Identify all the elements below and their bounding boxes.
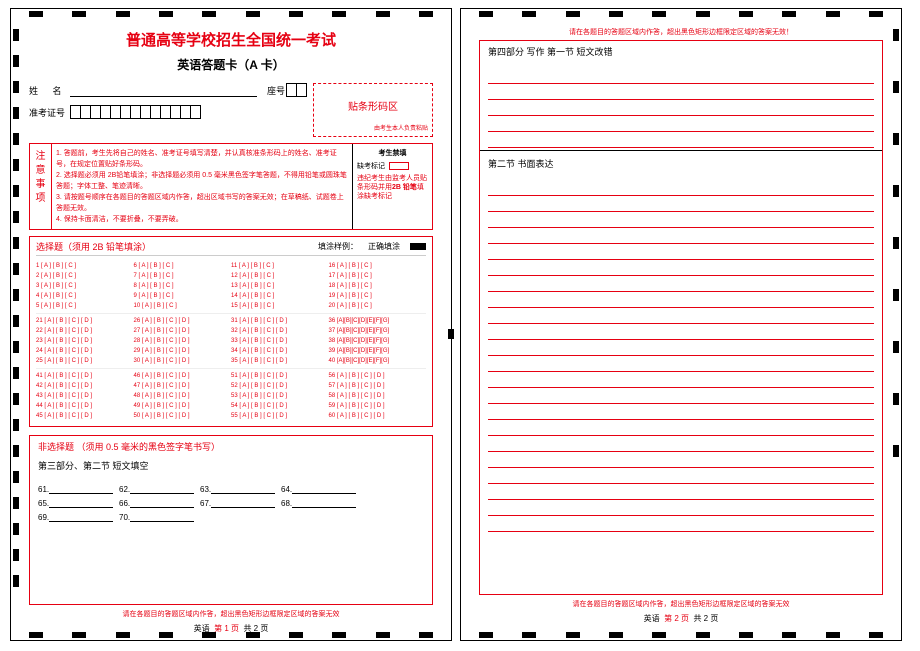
timing-marks-top <box>29 11 433 17</box>
warning-text: 请在各题目的答题区域内作答，超出黑色矩形边框限定区域的答案无效 <box>29 609 433 619</box>
free-response: 非选择题 （须用 0.5 毫米的黑色签字笔书写） 第三部分、第二节 短文填空 6… <box>29 435 433 605</box>
seat-boxes[interactable] <box>287 83 307 97</box>
absent-checkbox[interactable] <box>389 162 409 170</box>
filler-text: 违纪考生由监考人员贴条形码并用2B 铅笔填涂缺考标记 <box>357 174 428 201</box>
examno-boxes[interactable] <box>71 105 201 119</box>
name-label: 姓 名 <box>29 84 68 97</box>
mc-title: 选择题（须用 2B 铅笔填涂） <box>36 240 151 253</box>
footer: 英语 第 2 页 共 2 页 <box>479 613 883 624</box>
writing-box: 第四部分 写作 第一节 短文改错 第二节 书面表达 <box>479 40 883 595</box>
notice-text: 1. 答题前，考生先将自己的姓名、准考证号填写清楚，并认真核准条形码上的姓名、准… <box>52 144 352 229</box>
barcode-area: 贴条形码区 由考生本人负责粘贴 <box>313 83 433 137</box>
barcode-title: 贴条形码区 <box>314 98 432 113</box>
fill-sample: 填涂样例： 正确填涂 <box>318 241 426 252</box>
section-divider <box>480 150 882 151</box>
main-title: 普通高等学校招生全国统一考试 <box>29 29 433 50</box>
absent-label: 缺考标记 <box>357 161 385 171</box>
timing-marks-right <box>893 29 899 620</box>
notice-label: 注意事项 <box>30 144 52 229</box>
timing-marks-left <box>13 29 19 620</box>
free-subtitle: 第三部分、第二节 短文填空 <box>38 459 424 472</box>
correction-lines[interactable] <box>480 68 882 148</box>
essay-lines[interactable] <box>480 180 882 532</box>
timing-marks-top <box>479 11 883 17</box>
filler-title: 考生禁填 <box>357 148 428 158</box>
page-1: 普通高等学校招生全国统一考试 英语答题卡（A 卡） 姓 名 座号 准考证号 贴条… <box>10 8 452 641</box>
timing-marks-bottom <box>29 632 433 638</box>
mc-grid[interactable]: 1 [ A ] [ B ] [ C ]2 [ A ] [ B ] [ C ]3 … <box>36 259 426 423</box>
barcode-note: 由考生本人负责粘贴 <box>374 123 428 132</box>
section2-title: 第二节 书面表达 <box>488 157 874 170</box>
free-title: 非选择题 （须用 0.5 毫米的黑色签字笔书写） <box>38 440 424 453</box>
section1-title: 第四部分 写作 第一节 短文改错 <box>488 45 874 58</box>
fill-example-icon <box>410 243 426 250</box>
multiple-choice: 选择题（须用 2B 铅笔填涂） 填涂样例： 正确填涂 1 [ A ] [ B ]… <box>29 236 433 427</box>
warning-text: 请在各题目的答题区域内作答，超出黑色矩形边框限定区域的答案无效 <box>479 599 883 609</box>
warning-top: 请在各题目的答题区域内作答，超出黑色矩形边框限定区域的答案无效！ <box>479 27 883 37</box>
timing-marks-bottom <box>479 632 883 638</box>
seat-label: 座号 <box>267 84 285 97</box>
center-mark <box>448 329 454 339</box>
page-2: 请在各题目的答题区域内作答，超出黑色矩形边框限定区域的答案无效！ 第四部分 写作… <box>460 8 902 641</box>
notice-box: 注意事项 1. 答题前，考生先将自己的姓名、准考证号填写清楚，并认真核准条形码上… <box>29 143 433 230</box>
name-input[interactable] <box>70 85 257 97</box>
subtitle: 英语答题卡（A 卡） <box>29 56 433 73</box>
filler-box: 考生禁填 缺考标记 违纪考生由监考人员贴条形码并用2B 铅笔填涂缺考标记 <box>352 144 432 229</box>
examno-label: 准考证号 <box>29 106 65 119</box>
header-fields: 姓 名 座号 准考证号 贴条形码区 由考生本人负责粘贴 <box>29 83 433 137</box>
fill-blanks[interactable]: 61.62.63.64.65.66.67.68.69.70. <box>38 484 424 522</box>
